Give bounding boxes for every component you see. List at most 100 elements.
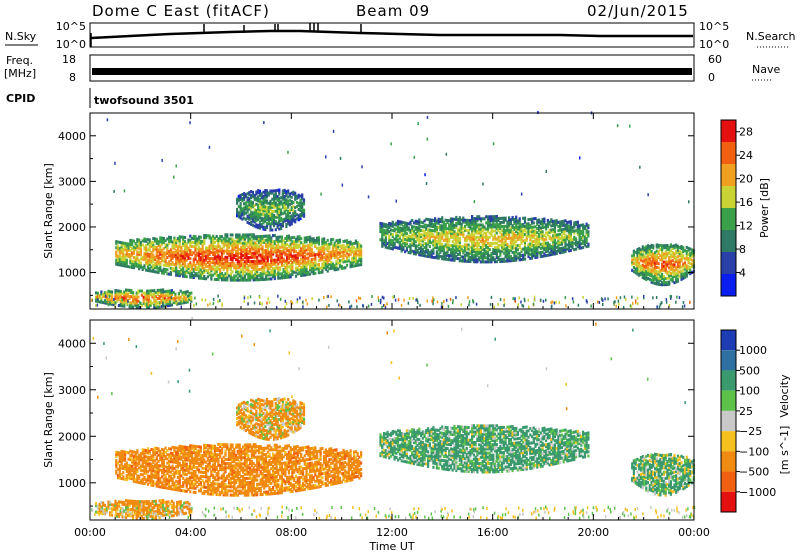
- echo-cell: [428, 222, 431, 226]
- echo-cell: [280, 216, 283, 220]
- echo-cell: [132, 266, 135, 270]
- echo-cell: [265, 195, 269, 199]
- echo-cell: [312, 237, 315, 241]
- echo-cell: [412, 233, 416, 237]
- echo-cell: [298, 245, 301, 249]
- echo-cell: [153, 245, 157, 249]
- echo-cell: [316, 246, 319, 250]
- echo-cell: [418, 220, 421, 224]
- echo-cell: [250, 220, 253, 224]
- echo-cell: [162, 253, 165, 257]
- echo-cell: [437, 234, 440, 238]
- echo-cell: [314, 239, 317, 242]
- echo-cell: [254, 259, 257, 263]
- echo-cell: [462, 235, 465, 238]
- echo-cell: [458, 247, 461, 250]
- echo-cell: [150, 255, 153, 259]
- echo-cell: [646, 252, 650, 256]
- echo-cell: [437, 232, 440, 236]
- echo-cell: [192, 257, 195, 261]
- echo-cell: [509, 222, 512, 226]
- noise-cell: [452, 301, 454, 305]
- echo-cell: [198, 249, 201, 253]
- echo-cell: [323, 245, 326, 249]
- echo-cell: [469, 255, 472, 259]
- echo-cell: [160, 300, 163, 304]
- noise-cell: [147, 303, 150, 306]
- echo-cell: [648, 269, 651, 273]
- echo-cell: [541, 236, 544, 240]
- echo-cell: [261, 255, 264, 259]
- echo-cell: [220, 247, 224, 251]
- echo-cell: [539, 251, 542, 254]
- echo-cell: [267, 220, 270, 224]
- echo-cell: [650, 274, 653, 278]
- echo-cell: [226, 249, 229, 253]
- echo-cell: [249, 255, 252, 259]
- echo-cell: [173, 263, 176, 267]
- echo-cell: [236, 272, 239, 276]
- echo-cell: [645, 276, 648, 280]
- echo-cell: [662, 266, 665, 270]
- echo-cell: [167, 300, 170, 303]
- echo-cell: [495, 225, 498, 229]
- noise-cell: [523, 297, 526, 301]
- echo-cell: [414, 244, 417, 248]
- echo-cell: [659, 258, 662, 262]
- echo-cell: [292, 201, 295, 204]
- echo-cell: [296, 266, 299, 270]
- echo-cell: [636, 252, 639, 256]
- echo-cell: [110, 292, 114, 296]
- echo-cell: [666, 262, 669, 266]
- echo-cell: [249, 276, 252, 280]
- echo-cell: [328, 250, 331, 254]
- echo-cell: [673, 268, 676, 272]
- echo-cell: [585, 236, 588, 240]
- echo-cell: [266, 271, 269, 275]
- echo-cell: [638, 255, 641, 259]
- echo-cell: [638, 265, 641, 269]
- echo-cell: [425, 234, 428, 238]
- echo-cell: [257, 189, 260, 193]
- echo-cell: [152, 243, 155, 247]
- echo-cell: [434, 237, 437, 241]
- echo-cell: [522, 216, 525, 220]
- echo-cell: [639, 258, 643, 262]
- echo-cell: [428, 228, 431, 232]
- echo-cell: [664, 277, 667, 280]
- echo-cell: [287, 271, 290, 275]
- echo-cell: [435, 221, 438, 225]
- echo-cell: [460, 245, 463, 249]
- echo-cell: [282, 270, 285, 274]
- echo-cell: [283, 199, 286, 203]
- echo-cell: [654, 267, 657, 271]
- noise-cell: [154, 300, 156, 304]
- echo-cell: [682, 276, 685, 280]
- noise-cell: [377, 299, 380, 302]
- echo-cell: [464, 243, 467, 247]
- echo-cell: [511, 242, 514, 246]
- echo-cell: [205, 277, 208, 281]
- noise-cell: [600, 297, 603, 301]
- echo-cell: [518, 217, 521, 221]
- echo-cell: [474, 250, 477, 253]
- echo-cell: [331, 250, 335, 254]
- echo-cell: [194, 237, 197, 241]
- echo-cell: [242, 237, 245, 241]
- echo-cell: [580, 246, 583, 250]
- echo-cell: [269, 203, 272, 207]
- echo-cell: [189, 257, 192, 261]
- noise-cell: [632, 301, 634, 305]
- noise-cell: [122, 301, 124, 305]
- echo-cell: [442, 222, 445, 226]
- echo-cell: [439, 254, 442, 258]
- echo-cell: [233, 256, 236, 260]
- echo-cell: [148, 254, 151, 258]
- noise-cell: [247, 296, 249, 300]
- echo-cell: [149, 301, 152, 305]
- echo-cell: [142, 301, 145, 305]
- echo-cell: [265, 226, 269, 230]
- echo-cell: [279, 266, 282, 270]
- echo-cell: [650, 256, 653, 260]
- echo-cell: [192, 241, 195, 245]
